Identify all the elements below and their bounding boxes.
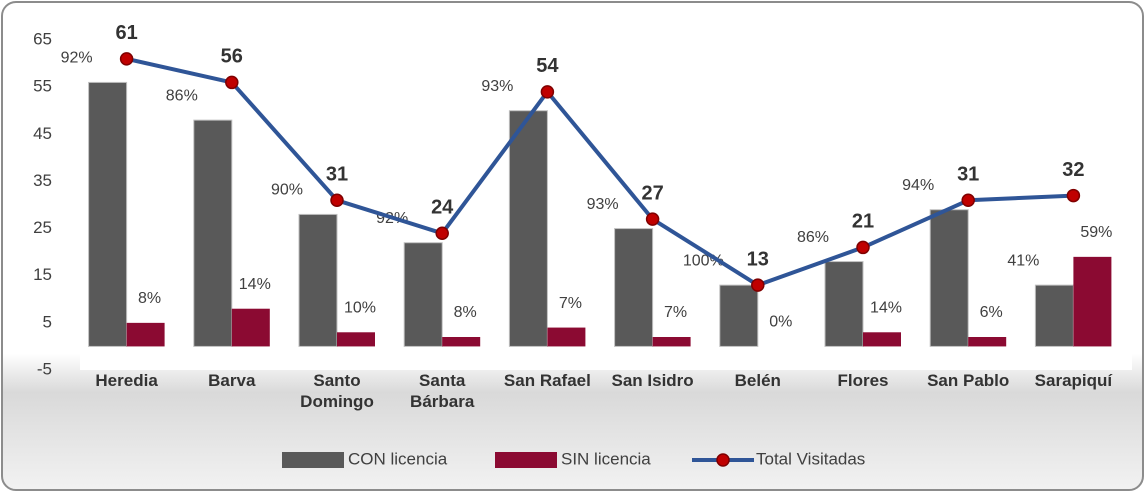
bar	[88, 81, 128, 347]
bar	[824, 261, 864, 347]
x-tick-label: Heredia	[95, 371, 158, 390]
data-label: 93%	[587, 196, 619, 213]
data-label: 14%	[870, 300, 902, 317]
legend-label: Total Visitadas	[756, 449, 865, 468]
data-label: 31	[957, 164, 979, 186]
x-tick-label: Santa Bárbara	[410, 371, 475, 411]
data-label: 21	[852, 211, 874, 233]
y-tick-label: 25	[33, 218, 52, 237]
data-label: 10%	[344, 300, 376, 317]
bar	[1034, 284, 1074, 347]
bar	[508, 110, 548, 347]
bar	[1073, 256, 1112, 347]
data-label: 14%	[239, 276, 271, 293]
bar	[719, 284, 759, 347]
bar	[403, 242, 443, 347]
bar	[547, 327, 586, 347]
bar	[929, 209, 969, 347]
data-label: 8%	[138, 290, 161, 307]
data-label: 59%	[1080, 224, 1112, 241]
data-label: 6%	[980, 304, 1003, 321]
data-label: 54	[536, 55, 559, 77]
bar	[126, 322, 165, 347]
data-label: 61	[115, 22, 137, 44]
data-label: 94%	[902, 177, 934, 194]
legend-swatch	[716, 453, 730, 467]
data-label: 8%	[454, 304, 477, 321]
data-label: 41%	[1007, 252, 1039, 269]
bar	[337, 332, 375, 347]
y-tick-label: 5	[43, 312, 52, 331]
y-tick-label: 35	[33, 171, 52, 190]
x-tick-label: San Isidro	[611, 371, 694, 390]
data-label: 7%	[559, 295, 582, 312]
data-label: 86%	[797, 229, 829, 246]
x-tick-label: San Pablo	[927, 371, 1010, 390]
x-tick-label: Flores	[837, 371, 889, 390]
line-marker	[856, 240, 870, 255]
line-marker	[119, 52, 134, 66]
data-label: 90%	[271, 182, 303, 199]
y-tick-label: -5	[37, 359, 52, 378]
data-label: 13	[747, 248, 769, 270]
line	[126, 56, 1074, 288]
x-tick-label: Santo Domingo	[300, 371, 374, 411]
bar	[863, 332, 901, 347]
data-label: 86%	[166, 87, 198, 104]
line-marker	[330, 193, 344, 208]
y-tick-label: 55	[33, 77, 52, 96]
line-marker	[435, 226, 449, 241]
legend: CON licencia SIN licencia Total Visitadas	[282, 449, 865, 468]
legend-swatch	[495, 452, 557, 468]
data-label: 93%	[481, 78, 513, 95]
bar	[614, 228, 654, 347]
bar	[968, 337, 1007, 347]
data-label: 27	[641, 182, 663, 204]
x-tick-label: San Rafael	[503, 371, 591, 390]
line-marker	[225, 75, 239, 90]
y-tick-label: 45	[33, 124, 52, 143]
data-label: 7%	[664, 304, 687, 321]
bar	[231, 308, 270, 347]
x-tick-label: Barva	[208, 371, 256, 390]
line-marker	[1066, 188, 1081, 203]
line-marker	[751, 278, 765, 292]
data-label: 31	[326, 164, 348, 186]
bar	[442, 337, 481, 347]
data-label: 32	[1062, 159, 1084, 181]
legend-label: CON licencia	[348, 449, 448, 468]
data-label: 0%	[769, 314, 792, 331]
data-label: 56	[221, 46, 243, 68]
data-label: 24	[431, 197, 454, 219]
data-label: 92%	[61, 50, 93, 67]
y-tick-label: 65	[33, 29, 52, 48]
bar	[193, 119, 233, 347]
y-tick-label: 15	[33, 265, 52, 284]
bar	[652, 337, 691, 347]
legend-label: SIN licencia	[561, 449, 651, 468]
x-tick-label: Sarapiquí	[1034, 371, 1113, 390]
line-marker	[961, 193, 975, 208]
bar	[298, 213, 338, 347]
legend-swatch	[282, 452, 344, 468]
line-marker	[540, 85, 555, 99]
line-marker	[645, 212, 660, 226]
x-tick-label: Belén	[734, 371, 781, 390]
